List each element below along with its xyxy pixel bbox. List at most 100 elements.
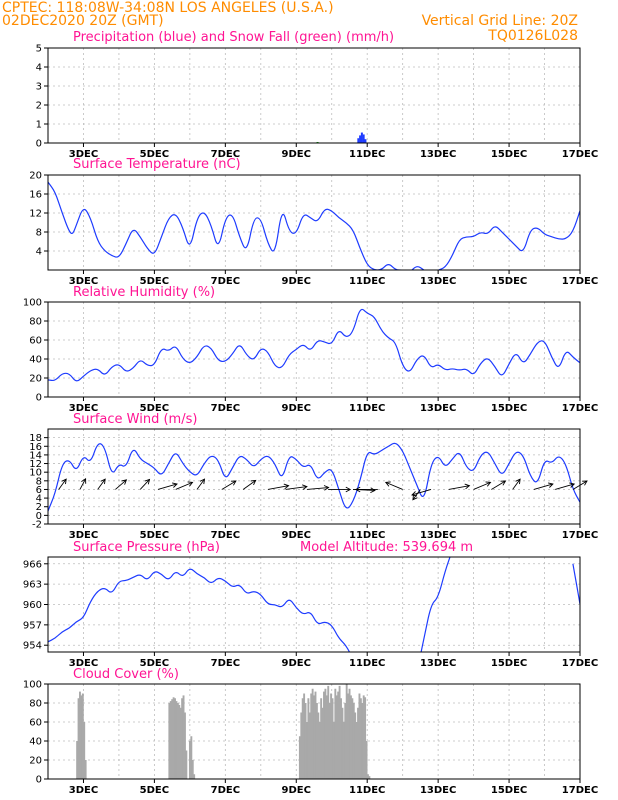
cloud-bar: [84, 760, 87, 779]
humidity-xtick-label: 13DEC: [420, 403, 456, 414]
pressure-ytick-label: 963: [23, 580, 42, 591]
cloud-bar: [341, 707, 344, 779]
wind-panel-title: Surface Wind (m/s): [73, 412, 197, 427]
precip-ytick-label: 4: [36, 63, 42, 74]
cloud-bar: [340, 698, 342, 779]
wind-series-line: [48, 442, 580, 512]
cloud-bar: [357, 707, 359, 779]
cloud-bar: [171, 699, 174, 779]
humidity-panel-title: Relative Humidity (%): [73, 285, 215, 300]
pressure-xtick-label: 11DEC: [349, 658, 385, 669]
wind-arrow-head: [370, 487, 376, 494]
wind-xtick-label: 7DEC: [211, 530, 240, 541]
precip-panel-title: Precipitation (blue) and Snow Fall (gree…: [73, 30, 394, 45]
cloud-bar: [182, 695, 185, 779]
cloud-bar: [311, 688, 314, 779]
wind-arrow: [242, 480, 256, 490]
cloud-bar: [176, 703, 179, 779]
wind-arrow: [267, 485, 289, 490]
cloud-bar: [323, 691, 325, 779]
temp-xtick-label: 3DEC: [69, 276, 98, 287]
wind-arrow: [139, 479, 150, 490]
pressure-ytick-label: 957: [23, 620, 42, 631]
temp-ytick-label: 12: [29, 209, 42, 220]
cloud-bar: [315, 703, 318, 779]
wind-arrow: [97, 478, 106, 490]
cloud-bar: [364, 697, 367, 779]
wind-arrow: [385, 481, 403, 490]
wind-ytick-label: 14: [29, 450, 42, 461]
cloud-bar: [179, 707, 182, 779]
wind-arrow-head: [81, 477, 87, 484]
pressure-xtick-label: 9DEC: [282, 658, 311, 669]
temp-xtick-label: 15DEC: [491, 276, 527, 287]
humidity-ytick-label: 80: [29, 317, 42, 328]
temp-xtick-label: 13DEC: [420, 276, 456, 287]
wind-ytick-label: 16: [29, 442, 42, 453]
wind-arrow: [473, 481, 491, 490]
cloud-bar: [83, 722, 86, 779]
wind-arrow-head: [100, 478, 106, 485]
cloud-bar: [304, 703, 307, 779]
wind-ytick-label: 0: [36, 511, 42, 522]
wind-arrow: [58, 478, 67, 490]
cloud-bar: [342, 722, 345, 779]
temp-ytick-label: 8: [36, 228, 42, 239]
wind-arrow: [448, 485, 470, 490]
pressure-xtick-label: 13DEC: [420, 658, 456, 669]
pressure-ytick-label: 966: [23, 559, 42, 570]
cloud-xtick-label: 7DEC: [211, 785, 240, 796]
wind-xtick-label: 15DEC: [491, 530, 527, 541]
cloud-bar: [300, 712, 303, 779]
cloud-ytick-label: 60: [29, 718, 42, 729]
wind-arrow: [555, 483, 575, 490]
precip-ytick-label: 1: [36, 120, 42, 131]
humidity-xtick-label: 5DEC: [140, 403, 169, 414]
temp-series-line: [48, 181, 580, 270]
cloud-bar: [344, 703, 347, 779]
cloud-bar: [301, 698, 304, 779]
precip-xtick-label: 9DEC: [282, 149, 311, 160]
cloud-bar: [351, 698, 354, 779]
temp-frame: [47, 174, 581, 271]
cloud-bar: [307, 698, 310, 779]
cloud-ytick-label: 0: [36, 775, 42, 786]
cloud-bar: [80, 695, 83, 779]
wind-arrow: [491, 480, 506, 490]
precip-xtick-label: 13DEC: [420, 149, 456, 160]
cloud-bar: [328, 703, 331, 779]
wind-frame: [47, 428, 581, 525]
humidity-ytick-label: 40: [29, 355, 42, 366]
cloud-bar: [77, 698, 80, 779]
pressure-series-line: [48, 568, 351, 652]
cloud-bar: [184, 712, 186, 779]
cloud-bar: [352, 703, 355, 779]
cloud-xtick-label: 15DEC: [491, 785, 527, 796]
precip-xtick-label: 11DEC: [349, 149, 385, 160]
wind-xtick-label: 5DEC: [140, 530, 169, 541]
cloud-bar: [347, 693, 350, 779]
wind-arrow-head: [187, 481, 194, 487]
precip-bar: [357, 138, 360, 143]
cloud-frame: [47, 683, 581, 780]
cloud-xtick-label: 3DEC: [69, 785, 98, 796]
cloud-bar: [327, 685, 330, 779]
cloud-bar: [320, 698, 323, 779]
cloud-bar: [321, 707, 324, 779]
cloud-bar: [325, 695, 328, 779]
cloud-bar: [168, 703, 171, 779]
pressure-xtick-label: 15DEC: [491, 658, 527, 669]
cloud-xtick-label: 9DEC: [282, 785, 311, 796]
cloud-bar: [310, 693, 313, 779]
header-date: 02DEC2020 20Z (GMT): [2, 13, 164, 29]
precip-xtick-label: 3DEC: [69, 149, 98, 160]
cloud-bar: [335, 695, 338, 779]
wind-ytick-label: 12: [29, 459, 42, 470]
temp-xtick-label: 7DEC: [211, 276, 240, 287]
wind-xtick-label: 11DEC: [349, 530, 385, 541]
temp-ytick-label: 4: [36, 247, 42, 258]
cloud-bar: [324, 688, 327, 779]
header-location: CPTEC: 118:08W-34:08N LOS ANGELES (U.S.A…: [2, 0, 334, 16]
wind-arrow-head: [323, 485, 330, 491]
wind-ytick-label: -2: [32, 520, 42, 531]
